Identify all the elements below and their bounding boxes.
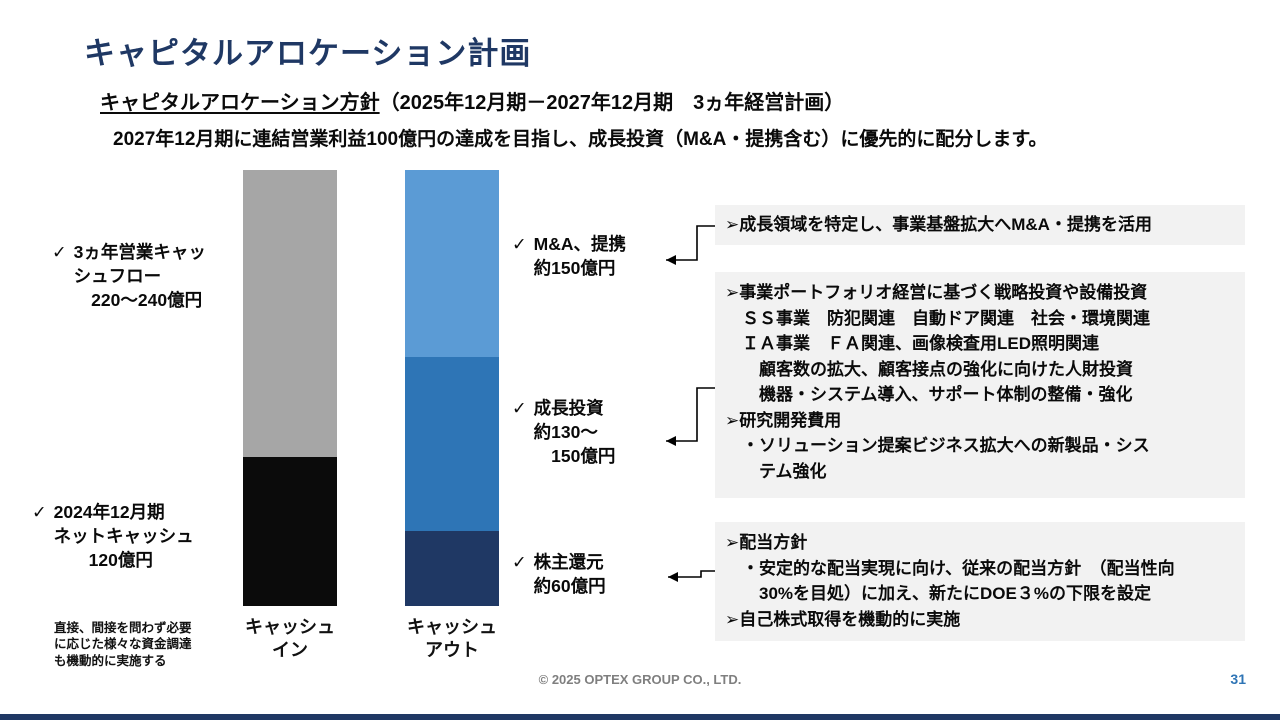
cash-out-bar (405, 170, 499, 607)
page-number: 31 (1230, 671, 1246, 687)
subtitle-policy-period: （2025年12月期－2027年12月期 3ヵ年経営計画） (379, 92, 845, 114)
check-icon: ✓ (512, 398, 527, 418)
annotation-ma-alliance-text: M&A、提携 約150億円 (533, 234, 627, 279)
bar-segment-ma-alliance (405, 170, 499, 357)
bottom-accent-bar (0, 714, 1280, 720)
annotation-ma-alliance: ✓ M&A、提携 約150億円 (512, 232, 697, 280)
annotation-operating-cashflow: ✓ 3ヵ年営業キャッ シュフロー 220～240億円 (52, 240, 247, 312)
annotation-growth-investment-text: 成長投資 約130～ 150億円 (533, 398, 616, 467)
annotation-net-cash: ✓ 2024年12月期 ネットキャッシュ 120億円 (32, 500, 237, 572)
footer-copyright: © 2025 OPTEX GROUP CO., LTD. (538, 672, 742, 687)
cash-in-bar (243, 170, 337, 606)
annotation-net-cash-text: 2024年12月期 ネットキャッシュ 120億円 (53, 502, 194, 571)
annotation-operating-cashflow-text: 3ヵ年営業キャッ シュフロー 220～240億円 (73, 242, 206, 311)
check-icon: ✓ (32, 502, 47, 522)
annotation-growth-investment: ✓ 成長投資 約130～ 150億円 (512, 396, 697, 468)
note-box-shareholder-return-text: ➢配当方針 ・安定的な配当実現に向け、従来の配当方針 （配当性向 30%を目処）… (725, 533, 1175, 629)
subtitle-policy-label: キャピタルアロケーション方針 (100, 92, 380, 114)
bar-segment-net-cash (243, 456, 337, 606)
bar-segment-shareholder-return (405, 531, 499, 607)
note-box-ma-alliance: ➢成長領域を特定し、事業基盤拡大へM&A・提携を活用 (715, 205, 1245, 245)
lead-statement: 2027年12月期に連結営業利益100億円の達成を目指し、成長投資（M&A・提携… (113, 129, 1048, 150)
note-box-growth-investment: ➢事業ポートフォリオ経営に基づく戦略投資や設備投資 ＳＳ事業 防犯関連 自動ドア… (715, 272, 1245, 498)
check-icon: ✓ (52, 242, 67, 262)
subtitle: キャピタルアロケーション方針（2025年12月期－2027年12月期 3ヵ年経営… (100, 86, 844, 115)
note-box-growth-investment-text: ➢事業ポートフォリオ経営に基づく戦略投資や設備投資 ＳＳ事業 防犯関連 自動ドア… (725, 283, 1150, 481)
check-icon: ✓ (512, 552, 527, 572)
bar-segment-growth-investment (405, 356, 499, 532)
cash-in-bar-label: キャッシュ イン (245, 617, 335, 660)
note-box-ma-alliance-text: ➢成長領域を特定し、事業基盤拡大へM&A・提携を活用 (725, 215, 1152, 235)
annotation-shareholder-return-text: 株主還元 約60億円 (533, 552, 606, 597)
bar-segment-operating-cashflow (243, 170, 337, 457)
note-box-shareholder-return: ➢配当方針 ・安定的な配当実現に向け、従来の配当方針 （配当性向 30%を目処）… (715, 522, 1245, 641)
page-title: キャピタルアロケーション計画 (84, 36, 532, 71)
check-icon: ✓ (512, 234, 527, 254)
annotation-shareholder-return: ✓ 株主還元 約60億円 (512, 550, 697, 598)
cash-out-bar-label: キャッシュ アウト (407, 617, 497, 660)
funding-note: 直接、間接を問わず必要 に応じた様々な資金調達 も機動的に実施する (54, 621, 192, 668)
